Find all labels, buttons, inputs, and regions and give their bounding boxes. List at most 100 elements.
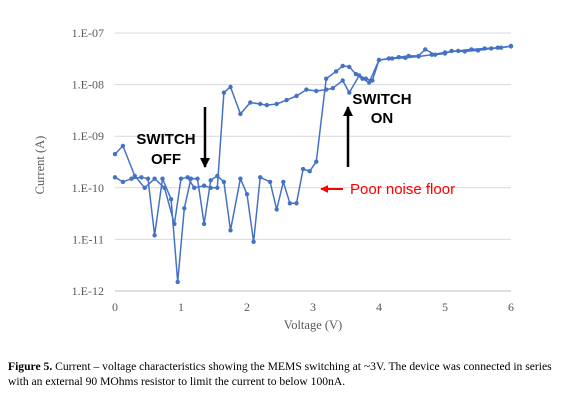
y-tick-label: 1.E-11 bbox=[72, 232, 104, 246]
y-tick-label: 1.E-09 bbox=[72, 129, 104, 143]
y-tick-label: 1.E-10 bbox=[72, 181, 104, 195]
x-tick-label: 0 bbox=[112, 300, 118, 314]
data-point bbox=[396, 55, 401, 60]
data-point bbox=[244, 192, 250, 197]
data-point bbox=[120, 179, 126, 185]
noise-floor-label: Poor noise floor bbox=[350, 181, 455, 198]
data-point bbox=[112, 175, 118, 180]
data-point bbox=[340, 78, 345, 83]
switch-on-label-line2: ON bbox=[371, 110, 394, 127]
y-tick-label: 1.E-12 bbox=[72, 284, 104, 298]
data-point bbox=[442, 51, 448, 56]
data-point bbox=[300, 166, 306, 172]
series-line bbox=[114, 45, 512, 225]
data-point bbox=[347, 90, 352, 95]
data-point bbox=[238, 111, 243, 117]
data-point bbox=[416, 53, 421, 59]
data-point bbox=[284, 97, 289, 103]
data-point bbox=[376, 57, 382, 63]
switch-on-annotation: SWITCH ON bbox=[343, 91, 412, 167]
data-point bbox=[238, 176, 243, 181]
data-point bbox=[248, 100, 253, 105]
x-tick-label: 4 bbox=[376, 300, 382, 314]
data-point bbox=[406, 53, 411, 59]
data-point bbox=[449, 48, 454, 54]
data-point bbox=[274, 207, 279, 212]
y-tick-label: 1.E-08 bbox=[72, 78, 104, 92]
data-point bbox=[168, 197, 174, 202]
y-tick-labels: 1.E-12 1.E-11 1.E-10 1.E-09 1.E-08 1.E-07 bbox=[72, 26, 104, 298]
series-2 bbox=[112, 43, 514, 285]
data-point bbox=[314, 88, 319, 94]
data-point bbox=[215, 185, 220, 190]
data-point bbox=[152, 176, 157, 181]
x-tick-labels: 0 1 2 3 4 5 6 bbox=[112, 300, 514, 314]
x-axis-label: Voltage (V) bbox=[284, 318, 342, 332]
data-point bbox=[333, 69, 339, 74]
data-point bbox=[281, 179, 286, 185]
x-tick-label: 5 bbox=[442, 300, 448, 314]
data-point bbox=[175, 279, 180, 285]
data-point bbox=[508, 43, 514, 49]
data-point bbox=[182, 206, 187, 211]
data-point bbox=[192, 185, 197, 190]
x-tick-label: 3 bbox=[310, 300, 316, 314]
data-point bbox=[475, 48, 481, 53]
data-point bbox=[370, 78, 375, 83]
data-point bbox=[221, 179, 227, 185]
data-point bbox=[178, 176, 184, 181]
data-point bbox=[287, 201, 293, 206]
data-point bbox=[152, 233, 157, 238]
data-point bbox=[366, 80, 372, 85]
data-point bbox=[347, 64, 352, 70]
data-point bbox=[360, 76, 365, 81]
data-point bbox=[185, 175, 190, 180]
switch-on-label-line1: SWITCH bbox=[352, 91, 411, 108]
caption-label: Figure 5. bbox=[8, 360, 53, 373]
data-point bbox=[228, 228, 233, 233]
data-point bbox=[324, 76, 329, 81]
data-point bbox=[294, 201, 299, 206]
noise-floor-annotation: Poor noise floor bbox=[320, 181, 455, 198]
data-point bbox=[307, 169, 312, 174]
switch-off-annotation: SWITCH OFF bbox=[136, 107, 210, 168]
y-tick-label: 1.E-07 bbox=[72, 26, 104, 40]
data-point bbox=[258, 101, 263, 107]
data-point bbox=[139, 175, 144, 180]
figure-caption: Figure 5. Current – voltage characterist… bbox=[8, 359, 570, 389]
data-point bbox=[330, 86, 335, 91]
data-point bbox=[120, 143, 126, 149]
data-point bbox=[423, 47, 428, 52]
data-point bbox=[353, 71, 359, 77]
data-point bbox=[340, 63, 345, 69]
data-point bbox=[221, 90, 227, 95]
data-point bbox=[489, 46, 494, 51]
caption-text: Current – voltage characteristics showin… bbox=[8, 360, 552, 388]
switch-off-label-line2: OFF bbox=[151, 151, 181, 168]
x-tick-label: 2 bbox=[244, 300, 250, 314]
data-point bbox=[264, 102, 269, 108]
data-point bbox=[142, 185, 147, 190]
data-point bbox=[145, 176, 151, 181]
data-point bbox=[215, 173, 220, 179]
data-point bbox=[498, 45, 504, 50]
data-point bbox=[228, 84, 233, 90]
data-point bbox=[314, 159, 319, 164]
data-point bbox=[129, 176, 134, 181]
data-point bbox=[208, 178, 213, 183]
data-point bbox=[112, 151, 118, 157]
data-point bbox=[274, 101, 279, 107]
data-point bbox=[132, 173, 137, 179]
y-axis-label: Current (A) bbox=[33, 136, 47, 195]
data-point bbox=[386, 56, 392, 61]
data-point bbox=[294, 93, 299, 99]
data-point bbox=[195, 176, 200, 181]
data-point bbox=[267, 179, 273, 185]
data-point bbox=[432, 52, 438, 57]
data-point bbox=[201, 221, 207, 227]
data-point bbox=[188, 176, 194, 181]
x-tick-label: 6 bbox=[508, 300, 514, 314]
data-point bbox=[160, 176, 165, 181]
data-point bbox=[258, 175, 263, 180]
